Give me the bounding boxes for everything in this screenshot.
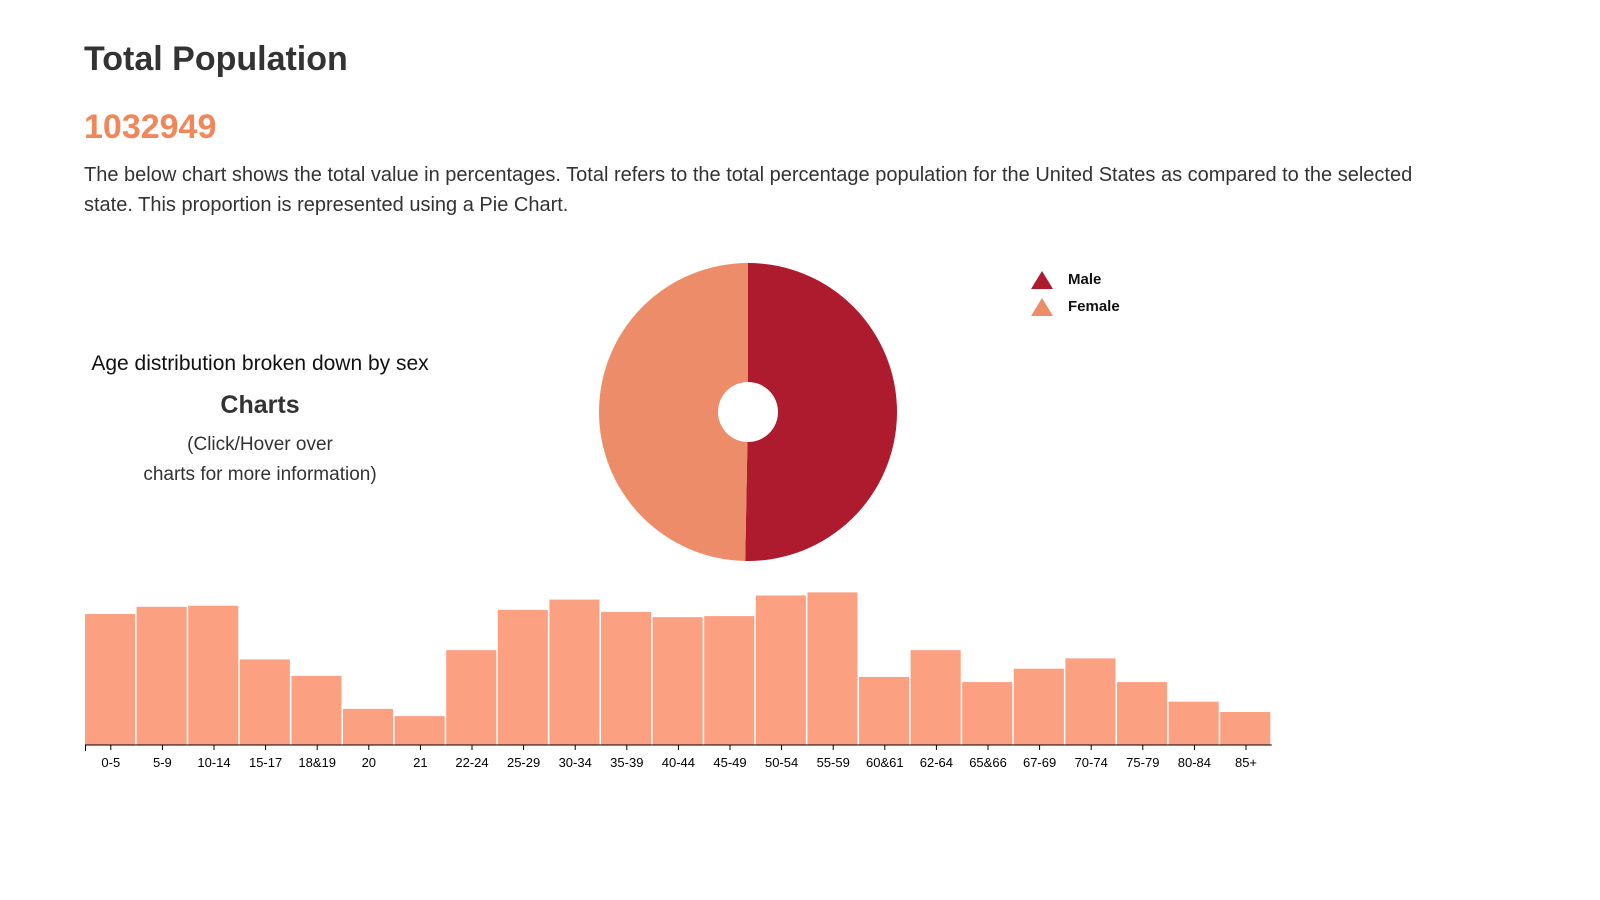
x-tick-label: 62-64 [920, 755, 953, 770]
charts-heading: Charts [220, 391, 300, 419]
x-tick-label: 10-14 [197, 755, 230, 770]
bar-75-79[interactable] [1117, 682, 1168, 745]
x-tick-label: 21 [413, 755, 427, 770]
x-tick-label: 70-74 [1075, 755, 1108, 770]
x-tick-label: 67-69 [1023, 755, 1056, 770]
donut-hole [718, 382, 778, 442]
bar-5-9[interactable] [136, 606, 187, 745]
x-tick-label: 20 [362, 755, 376, 770]
bar-67-69[interactable] [1013, 668, 1064, 745]
bar-18&19[interactable] [291, 675, 342, 745]
bar-50-54[interactable] [755, 595, 806, 745]
bar-35-39[interactable] [601, 611, 652, 745]
bar-85+[interactable] [1220, 712, 1271, 745]
age-distribution-bar-chart: 0-5 5-9 10-14 15-17 18&19 20 21 22-24 25-29 30-34… [85, 592, 1272, 770]
bar-70-74[interactable] [1065, 658, 1116, 745]
triangle-icon [1031, 270, 1053, 289]
bar-45-49[interactable] [704, 616, 755, 745]
x-tick-label: 30-34 [559, 755, 592, 770]
x-tick-label: 0-5 [101, 755, 120, 770]
x-tick-label: 15-17 [249, 755, 282, 770]
x-tick-label: 85+ [1235, 755, 1257, 770]
pie-legend: Male Female [1030, 266, 1120, 320]
interaction-hint-line-1: (Click/Hover over [187, 434, 333, 455]
page-title: Total Population [84, 40, 348, 78]
pie-slice-male[interactable] [745, 263, 897, 561]
chart-description: The below chart shows the total value in… [84, 164, 1413, 216]
bar-22-24[interactable] [446, 650, 497, 745]
bar-62-64[interactable] [910, 650, 961, 745]
legend-label-female: Female [1068, 298, 1120, 315]
x-tick-label: 80-84 [1178, 755, 1211, 770]
x-tick-label: 35-39 [610, 755, 643, 770]
total-population-value: 1032949 [84, 108, 217, 146]
bar-15-17[interactable] [239, 659, 290, 745]
x-tick-label: 75-79 [1126, 755, 1159, 770]
x-tick-label: 22-24 [455, 755, 488, 770]
legend-label-male: Male [1068, 271, 1102, 288]
triangle-icon [1031, 297, 1053, 316]
x-tick-label: 50-54 [765, 755, 798, 770]
age-distribution-subtitle: Age distribution broken down by sex [91, 352, 429, 375]
interaction-hint-line-2: charts for more information) [143, 464, 377, 485]
pie-slice-female[interactable] [598, 263, 748, 561]
bar-21[interactable] [394, 716, 445, 745]
legend-item-male[interactable]: Male [1030, 266, 1120, 293]
bar-40-44[interactable] [652, 617, 703, 745]
bar-20[interactable] [343, 708, 394, 745]
bar-30-34[interactable] [549, 599, 600, 745]
bar-25-29[interactable] [497, 609, 548, 745]
bar-0-5[interactable] [85, 614, 136, 745]
x-tick-label: 40-44 [662, 755, 695, 770]
x-tick-label: 55-59 [817, 755, 850, 770]
bar-80-84[interactable] [1168, 701, 1219, 745]
bar-60&61[interactable] [859, 676, 910, 745]
legend-item-female[interactable]: Female [1030, 293, 1120, 320]
interaction-hint: (Click/Hover over charts for more inform… [84, 430, 436, 490]
x-tick-label: 25-29 [507, 755, 540, 770]
bar-65&66[interactable] [962, 682, 1013, 745]
x-tick-label: 60&61 [866, 755, 904, 770]
bar-10-14[interactable] [188, 605, 239, 745]
sex-donut-chart[interactable] [590, 254, 910, 574]
side-panel: Age distribution broken down by sex Char… [84, 348, 436, 490]
x-tick-label: 45-49 [713, 755, 746, 770]
x-tick-label: 5-9 [153, 755, 172, 770]
x-tick-label: 65&66 [969, 755, 1007, 770]
bar-55-59[interactable] [807, 592, 858, 745]
x-tick-label: 18&19 [298, 755, 336, 770]
